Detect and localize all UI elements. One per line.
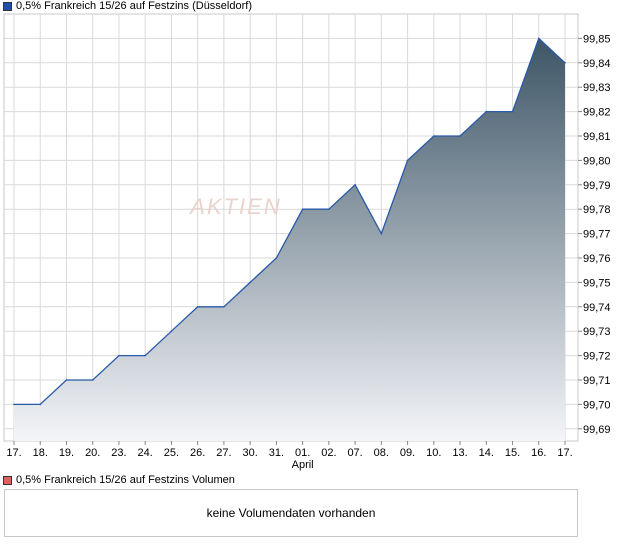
y-tick-label: 99,77 xyxy=(583,229,611,241)
x-tick-label: 02. xyxy=(321,447,336,459)
price-point xyxy=(13,403,15,406)
price-point xyxy=(39,403,42,406)
price-legend: 0,5% Frankreich 15/26 auf Festzins (Düss… xyxy=(3,0,252,12)
x-tick-label: 17. xyxy=(557,447,572,459)
x-tick-label: 20. xyxy=(85,447,100,459)
price-legend-label: 0,5% Frankreich 15/26 auf Festzins (Düss… xyxy=(16,0,252,12)
price-point xyxy=(564,62,566,64)
volume-legend: 0,5% Frankreich 15/26 auf Festzins Volum… xyxy=(3,474,235,486)
price-point xyxy=(144,354,146,357)
price-point xyxy=(170,330,173,333)
x-tick-label: 15. xyxy=(505,447,520,459)
x-tick-label: 24. xyxy=(138,447,153,459)
y-tick-label: 99,70 xyxy=(583,399,611,411)
y-tick-label: 99,73 xyxy=(583,326,611,338)
y-tick-label: 99,83 xyxy=(583,82,611,94)
x-tick-label: 08. xyxy=(374,447,389,459)
price-point xyxy=(433,135,435,137)
y-tick-label: 99,80 xyxy=(583,155,611,167)
price-point xyxy=(380,232,383,235)
x-tick-label: 13. xyxy=(452,447,467,459)
price-point xyxy=(485,110,488,113)
y-tick-label: 99,85 xyxy=(583,33,611,45)
y-tick-label: 99,76 xyxy=(583,253,611,265)
x-tick-label: 30. xyxy=(242,447,257,459)
price-point xyxy=(223,306,225,308)
x-tick-label: 19. xyxy=(59,447,74,459)
price-point xyxy=(65,379,68,381)
volume-panel: keine Volumendaten vorhanden xyxy=(4,489,578,537)
x-tick-label: 09. xyxy=(400,447,415,459)
month-label: April xyxy=(292,459,314,471)
price-point xyxy=(328,208,330,210)
y-tick-label: 99,74 xyxy=(583,302,611,314)
no-volume-message: keine Volumendaten vorhanden xyxy=(206,506,376,520)
x-tick-label: 01. xyxy=(295,447,310,459)
price-point xyxy=(118,354,120,357)
x-tick-label: 26. xyxy=(190,447,205,459)
watermark: AKTIEN xyxy=(188,194,281,219)
price-point xyxy=(301,208,304,210)
x-tick-label: 07. xyxy=(347,447,362,459)
price-line xyxy=(14,37,566,406)
x-tick-label: 10. xyxy=(426,447,441,459)
price-area xyxy=(13,37,566,442)
y-tick-label: 99,72 xyxy=(583,351,611,363)
x-tick-label: 27. xyxy=(216,447,231,459)
x-tick-label: 17. xyxy=(6,447,21,459)
y-tick-label: 99,84 xyxy=(583,58,611,70)
price-point xyxy=(459,135,461,137)
y-axis-ticks: 99,69 99,70 99,71 99,72 99,73 99,74 99,75 99,76… xyxy=(578,33,611,436)
price-point xyxy=(537,37,540,40)
area-fill xyxy=(14,38,565,442)
price-point xyxy=(249,281,251,284)
price-point xyxy=(511,110,514,113)
price-point xyxy=(196,306,199,308)
x-tick-label: 25. xyxy=(164,447,179,459)
x-tick-label: 18. xyxy=(33,447,48,459)
x-tick-label: 31. xyxy=(269,447,284,459)
price-point xyxy=(354,184,356,186)
y-tick-label: 99,79 xyxy=(583,180,611,192)
volume-legend-swatch xyxy=(3,475,12,485)
price-point xyxy=(91,379,94,381)
x-tick-label: 23. xyxy=(111,447,126,459)
y-tick-label: 99,81 xyxy=(583,131,611,143)
price-point xyxy=(406,159,409,162)
x-tick-label: 14. xyxy=(479,447,494,459)
y-tick-label: 99,71 xyxy=(583,375,611,387)
x-axis-ticks: 17. 18. 19. 20. 23. 24. 25. 26. 27. 30. 31. 01. 02. 0… xyxy=(6,441,573,471)
y-tick-label: 99,75 xyxy=(583,277,611,289)
x-tick-label: 16. xyxy=(531,447,546,459)
y-tick-label: 99,82 xyxy=(583,107,611,119)
price-chart: AKTIEN 99,6999,7099,7199,7299,7399,7499,… xyxy=(3,13,611,471)
price-point xyxy=(275,257,278,259)
y-tick-label: 99,78 xyxy=(583,204,611,216)
y-tick-label: 99,69 xyxy=(583,424,611,436)
volume-legend-label: 0,5% Frankreich 15/26 auf Festzins Volum… xyxy=(16,474,235,486)
price-legend-swatch xyxy=(3,1,12,11)
